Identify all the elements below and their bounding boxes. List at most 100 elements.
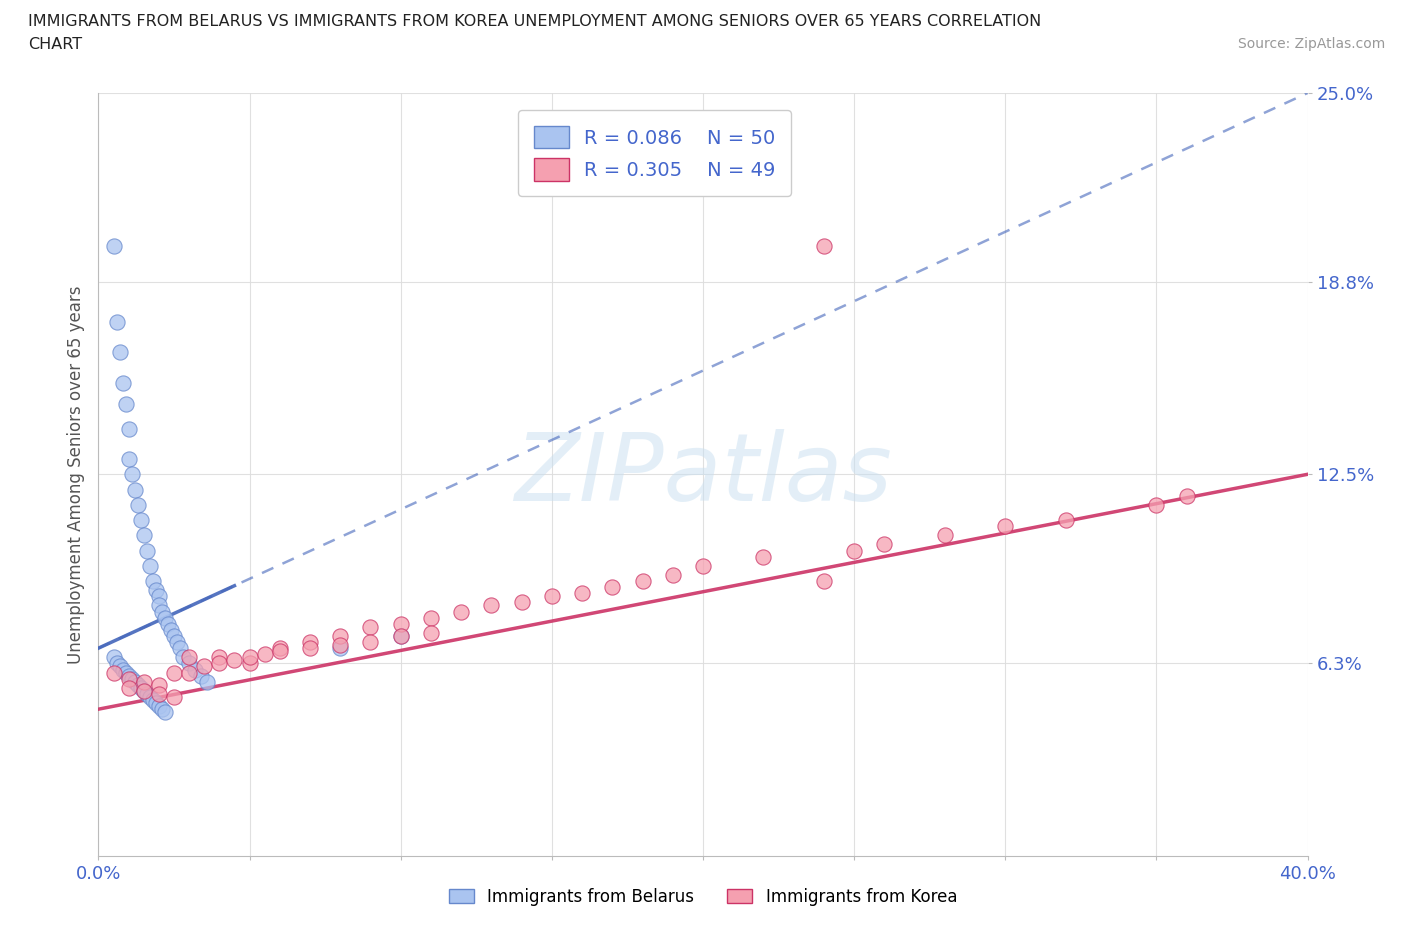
Point: [813, 238, 835, 253]
Point: [148, 677, 170, 692]
Point: [148, 598, 170, 613]
Legend: Immigrants from Belarus, Immigrants from Korea: Immigrants from Belarus, Immigrants from…: [441, 881, 965, 912]
Point: [540, 589, 562, 604]
Point: [135, 686, 157, 701]
Y-axis label: Unemployment Among Seniors over 65 years: Unemployment Among Seniors over 65 years: [66, 286, 84, 663]
Point: [269, 641, 291, 656]
Point: [389, 617, 412, 631]
Point: [153, 610, 176, 625]
Point: [692, 558, 714, 573]
Point: [1144, 498, 1167, 512]
Point: [208, 650, 231, 665]
Point: [299, 634, 322, 649]
Point: [1175, 488, 1198, 503]
Point: [108, 345, 131, 360]
Point: [135, 543, 157, 558]
Point: [329, 638, 352, 653]
Point: [124, 482, 146, 497]
Point: [148, 686, 170, 701]
Point: [105, 314, 128, 329]
Point: [269, 644, 291, 658]
Point: [329, 641, 352, 656]
Point: [156, 617, 179, 631]
Point: [163, 629, 186, 644]
Point: [844, 543, 866, 558]
Point: [661, 567, 683, 582]
Point: [142, 574, 165, 589]
Text: Source: ZipAtlas.com: Source: ZipAtlas.com: [1237, 37, 1385, 51]
Point: [118, 421, 141, 436]
Point: [160, 622, 183, 637]
Point: [934, 528, 956, 543]
Point: [481, 598, 503, 613]
Point: [132, 528, 155, 543]
Point: [124, 674, 146, 689]
Point: [118, 452, 141, 467]
Point: [114, 665, 136, 680]
Point: [179, 665, 201, 680]
Point: [127, 677, 149, 692]
Point: [389, 629, 412, 644]
Point: [129, 681, 152, 696]
Point: [145, 583, 167, 598]
Point: [114, 397, 136, 412]
Point: [631, 574, 654, 589]
Point: [139, 689, 162, 704]
Point: [121, 671, 143, 686]
Text: CHART: CHART: [28, 37, 82, 52]
Point: [329, 629, 352, 644]
Point: [121, 467, 143, 482]
Point: [105, 656, 128, 671]
Point: [103, 665, 125, 680]
Point: [132, 674, 155, 689]
Point: [450, 604, 472, 619]
Point: [153, 705, 176, 720]
Point: [389, 629, 412, 644]
Point: [132, 684, 155, 698]
Text: IMMIGRANTS FROM BELARUS VS IMMIGRANTS FROM KOREA UNEMPLOYMENT AMONG SENIORS OVER: IMMIGRANTS FROM BELARUS VS IMMIGRANTS FR…: [28, 14, 1042, 29]
Point: [103, 238, 125, 253]
Point: [103, 650, 125, 665]
Text: ZIPatlas: ZIPatlas: [515, 429, 891, 520]
Point: [118, 668, 141, 683]
Point: [873, 537, 896, 551]
Point: [139, 558, 162, 573]
Point: [208, 656, 231, 671]
Point: [224, 653, 246, 668]
Point: [195, 674, 218, 689]
Point: [118, 671, 141, 686]
Point: [169, 641, 191, 656]
Point: [420, 610, 443, 625]
Point: [108, 659, 131, 674]
Point: [190, 668, 212, 683]
Point: [571, 586, 593, 601]
Point: [752, 550, 775, 565]
Point: [239, 656, 262, 671]
Point: [166, 634, 188, 649]
Point: [148, 589, 170, 604]
Point: [148, 698, 170, 713]
Point: [118, 681, 141, 696]
Point: [602, 579, 624, 594]
Legend: R = 0.086    N = 50, R = 0.305    N = 49: R = 0.086 N = 50, R = 0.305 N = 49: [519, 111, 792, 196]
Point: [150, 604, 173, 619]
Point: [179, 656, 201, 671]
Point: [150, 702, 173, 717]
Point: [253, 647, 276, 662]
Point: [145, 696, 167, 711]
Point: [420, 626, 443, 641]
Point: [172, 650, 194, 665]
Point: [179, 650, 201, 665]
Point: [1054, 512, 1077, 527]
Point: [111, 376, 134, 391]
Point: [813, 574, 835, 589]
Point: [360, 634, 382, 649]
Point: [163, 665, 186, 680]
Point: [142, 693, 165, 708]
Point: [510, 595, 533, 610]
Point: [299, 641, 322, 656]
Point: [994, 519, 1017, 534]
Point: [360, 619, 382, 634]
Point: [193, 659, 215, 674]
Point: [127, 498, 149, 512]
